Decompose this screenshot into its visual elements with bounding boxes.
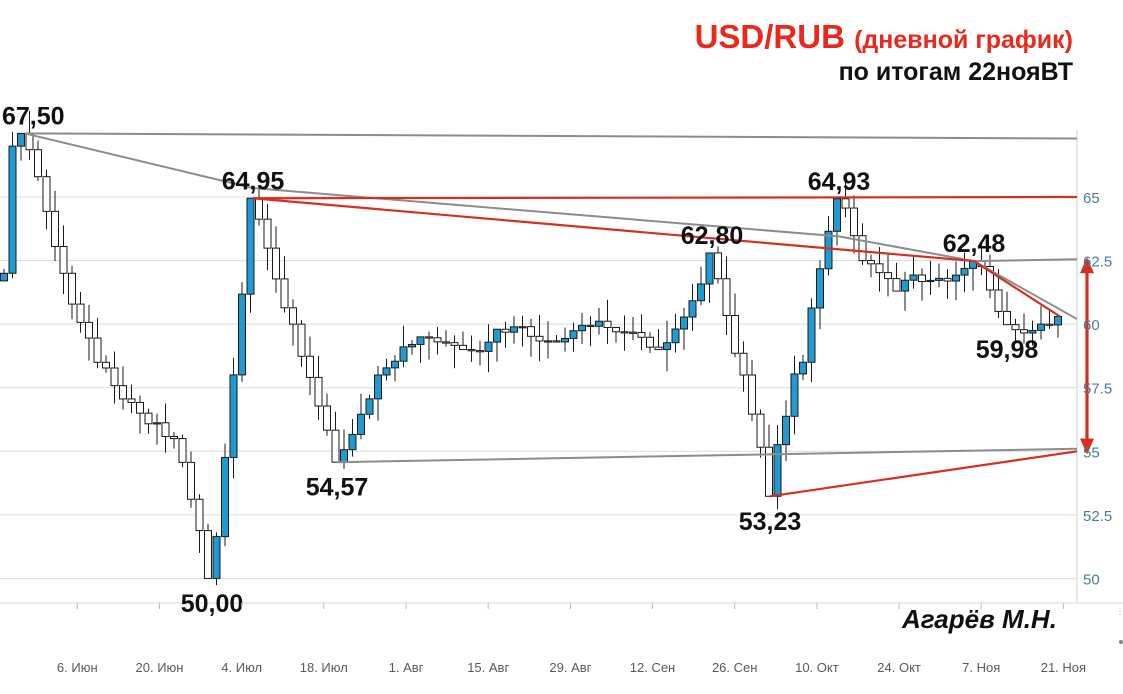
- svg-text:59,98: 59,98: [976, 336, 1039, 364]
- svg-text:12. Сен: 12. Сен: [630, 660, 675, 675]
- svg-text:60: 60: [1083, 317, 1100, 334]
- svg-text:62.5: 62.5: [1083, 254, 1112, 271]
- svg-text:62,80: 62,80: [681, 222, 744, 250]
- svg-text:10. Окт: 10. Окт: [795, 660, 839, 675]
- svg-text:20. Июн: 20. Июн: [136, 660, 184, 675]
- svg-text:64,95: 64,95: [222, 167, 285, 195]
- svg-text:52.5: 52.5: [1083, 508, 1112, 525]
- svg-text:29. Авг: 29. Авг: [549, 660, 591, 675]
- svg-text:55: 55: [1083, 444, 1100, 461]
- svg-text:15. Авг: 15. Авг: [467, 660, 509, 675]
- svg-text:21. Ноя: 21. Ноя: [1041, 660, 1086, 675]
- svg-text:53,23: 53,23: [739, 508, 802, 536]
- svg-text:4. Июл: 4. Июл: [221, 660, 262, 675]
- svg-text:64,93: 64,93: [808, 168, 871, 196]
- svg-text:1. Авг: 1. Авг: [389, 660, 424, 675]
- svg-text:67,50: 67,50: [2, 102, 65, 130]
- svg-text:57.5: 57.5: [1083, 381, 1112, 398]
- svg-text:26. Сен: 26. Сен: [712, 660, 757, 675]
- svg-text:50,00: 50,00: [181, 590, 244, 618]
- svg-text:50: 50: [1083, 571, 1100, 588]
- svg-text:24. Окт: 24. Окт: [877, 660, 921, 675]
- svg-text:54,57: 54,57: [306, 474, 369, 502]
- svg-text:18. Июл: 18. Июл: [300, 660, 348, 675]
- svg-text:65: 65: [1083, 190, 1100, 207]
- svg-text:62,48: 62,48: [943, 230, 1006, 258]
- svg-text:6. Июн: 6. Июн: [57, 660, 98, 675]
- svg-text:7. Ноя: 7. Ноя: [962, 660, 1000, 675]
